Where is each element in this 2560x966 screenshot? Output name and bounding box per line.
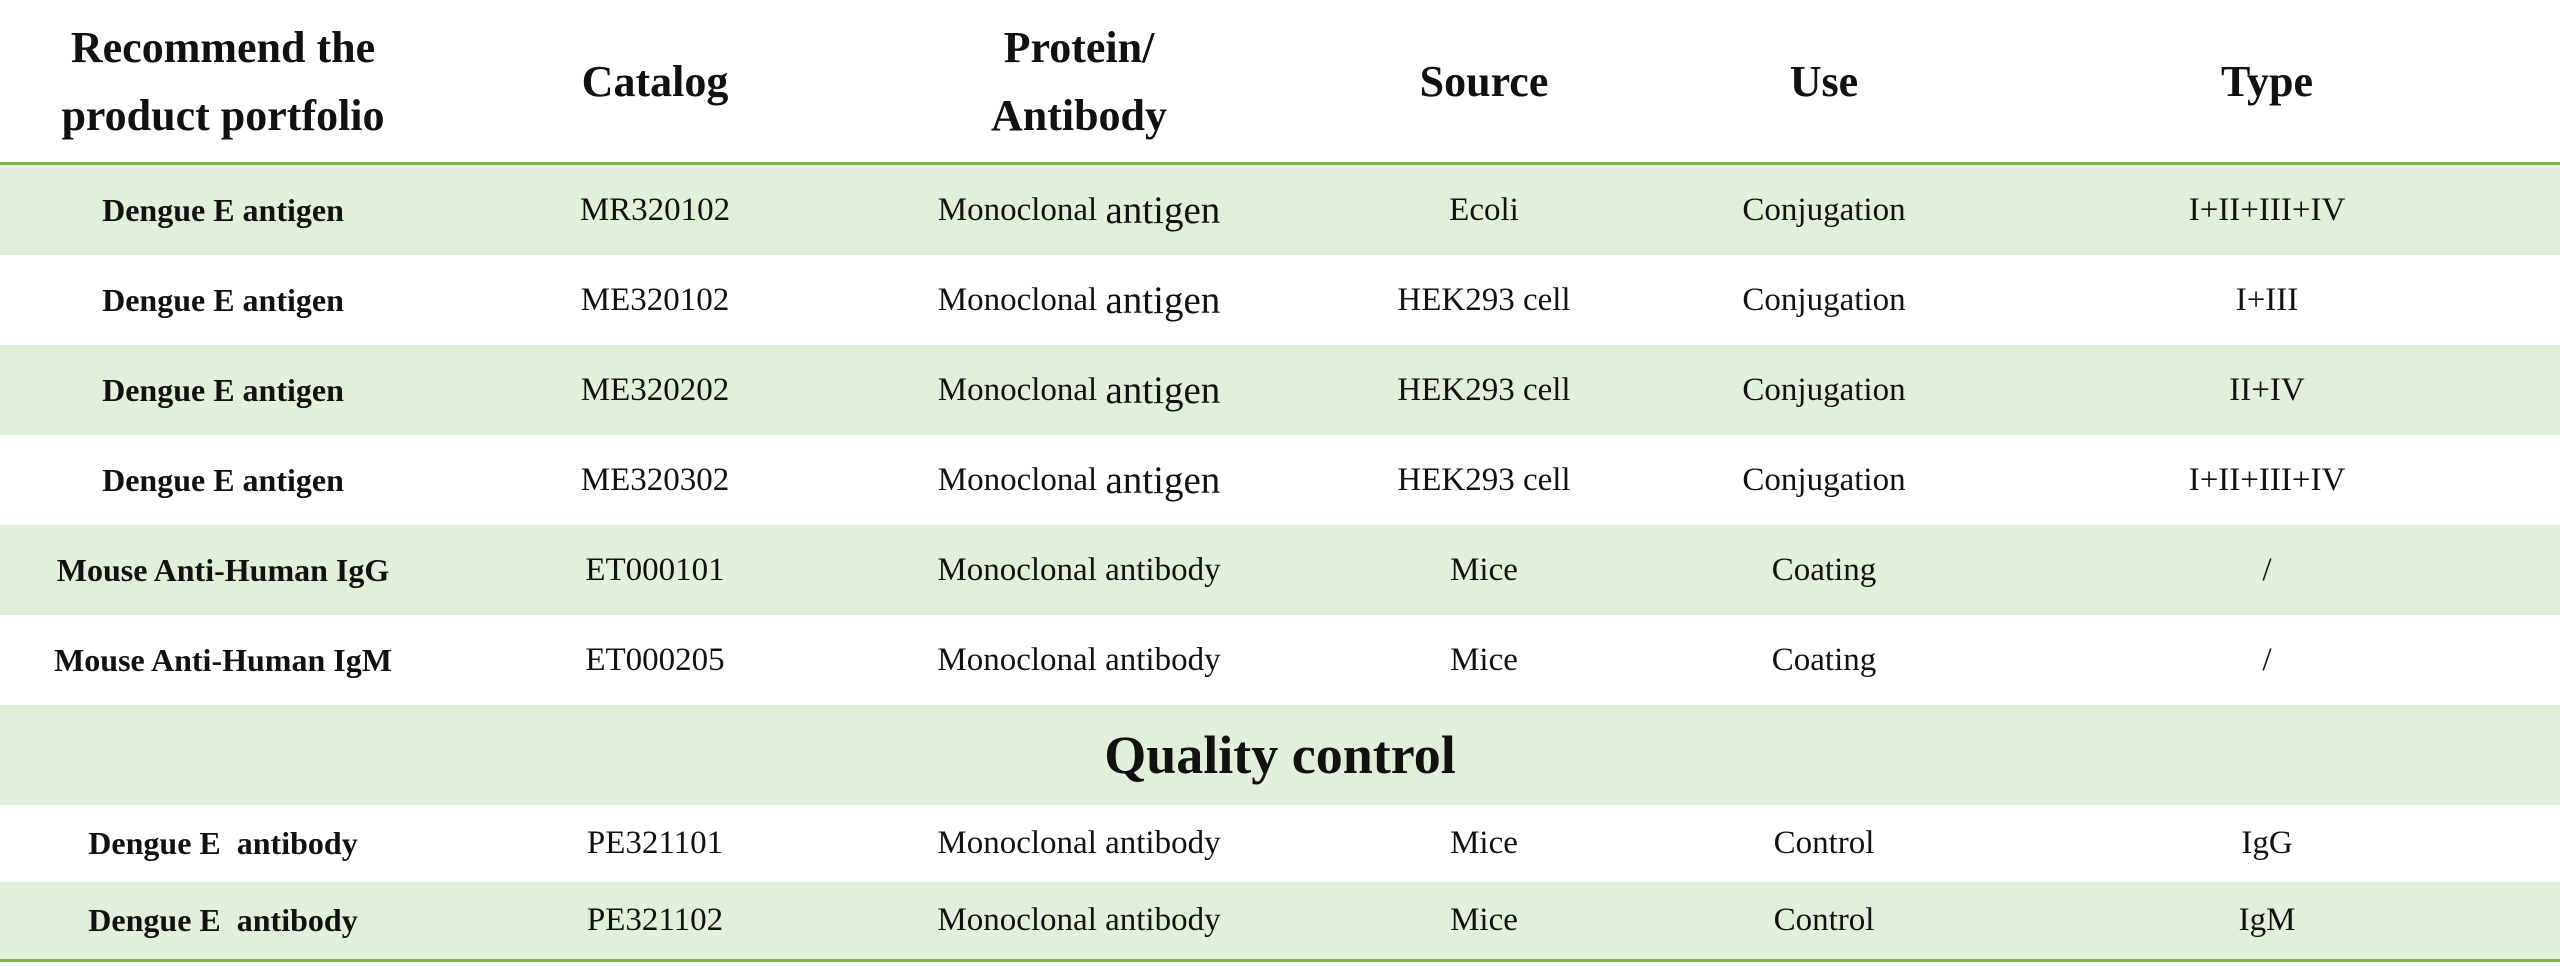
- protein-cell: Monoclonal antigen: [864, 345, 1294, 435]
- use-cell: Conjugation: [1742, 281, 1906, 318]
- product-cell: Mouse Anti-Human IgG: [56, 551, 390, 588]
- protein-text: antigen: [1105, 278, 1221, 322]
- type-cell: I+II+III+IV: [2188, 461, 2346, 498]
- table-row: Dengue E antigen ME320302 Monoclonal ant…: [0, 435, 2560, 525]
- catalog-cell: MR320102: [579, 191, 731, 228]
- use-cell: Coating: [1771, 551, 1877, 588]
- protein-text: Monoclonal: [937, 371, 1098, 408]
- header-protein-antibody: Protein/ Antibody: [864, 0, 1294, 163]
- source-cell: Mice: [1450, 641, 1518, 678]
- source-cell: HEK293 cell: [1397, 461, 1571, 498]
- header-line: product portfolio: [61, 90, 385, 140]
- header-rule: [0, 162, 2560, 165]
- protein-text: antigen: [1105, 188, 1221, 232]
- protein-text: antigen: [1105, 458, 1221, 502]
- type-cell: II+IV: [2229, 371, 2305, 408]
- use-cell: Control: [1773, 825, 1875, 861]
- header-line: Recommend the: [70, 22, 376, 72]
- protein-text: antigen: [1105, 368, 1221, 412]
- product-cell: Dengue E antigen: [102, 281, 344, 318]
- use-cell: Conjugation: [1742, 191, 1906, 228]
- header-source: Source: [1419, 56, 1549, 106]
- protein-cell: Monoclonal antigen: [864, 435, 1294, 525]
- protein-cell: Monoclonal antigen: [864, 255, 1294, 345]
- source-cell: HEK293 cell: [1397, 281, 1571, 318]
- header-catalog: Catalog: [581, 56, 729, 106]
- catalog-cell: ME320102: [580, 281, 730, 318]
- table-row: Dengue E antigen ME320202 Monoclonal ant…: [0, 345, 2560, 435]
- use-cell: Conjugation: [1742, 461, 1906, 498]
- table-row: Dengue E antibody PE321102 Monoclonal an…: [0, 882, 2560, 959]
- use-cell: Control: [1773, 902, 1875, 938]
- header-line: Antibody: [990, 90, 1168, 140]
- header-line: Protein/: [1003, 22, 1155, 72]
- protein-text: Monoclonal: [937, 461, 1098, 498]
- header-use: Use: [1789, 56, 1859, 106]
- product-cell: Dengue E antigen: [102, 371, 344, 408]
- table-row: Dengue E antigen ME320102 Monoclonal ant…: [0, 255, 2560, 345]
- protein-cell: Monoclonal antibody: [937, 902, 1221, 938]
- catalog-cell: ET000205: [585, 641, 725, 678]
- table-header: Recommend the product portfolio Catalog …: [0, 0, 2560, 163]
- type-cell: I+III: [2235, 281, 2299, 318]
- table-row: Mouse Anti-Human IgG ET000101 Monoclonal…: [0, 525, 2560, 615]
- source-cell: Mice: [1450, 902, 1518, 938]
- source-cell: Ecoli: [1449, 191, 1519, 228]
- product-cell: Dengue E antibody: [88, 902, 358, 938]
- table-row: Mouse Anti-Human IgM ET000205 Monoclonal…: [0, 615, 2560, 705]
- section-header-row: Quality control: [0, 705, 2560, 805]
- use-cell: Conjugation: [1742, 371, 1906, 408]
- use-cell: Coating: [1771, 641, 1877, 678]
- catalog-cell: ME320302: [580, 461, 730, 498]
- product-cell: Dengue E antigen: [102, 191, 344, 228]
- header-type: Type: [2220, 56, 2314, 106]
- product-cell: Dengue E antibody: [88, 825, 358, 861]
- protein-cell: Monoclonal antibody: [937, 551, 1221, 588]
- protein-cell: Monoclonal antibody: [937, 825, 1221, 861]
- catalog-cell: PE321101: [586, 825, 724, 861]
- protein-cell: Monoclonal antigen: [864, 165, 1294, 255]
- table-row: Dengue E antibody PE321101 Monoclonal an…: [0, 805, 2560, 882]
- type-cell: /: [2262, 641, 2272, 678]
- header-product-portfolio: Recommend the product portfolio: [0, 0, 446, 163]
- type-cell: /: [2262, 551, 2272, 588]
- protein-cell: Monoclonal antibody: [937, 641, 1221, 678]
- source-cell: Mice: [1450, 551, 1518, 588]
- source-cell: HEK293 cell: [1397, 371, 1571, 408]
- product-cell: Mouse Anti-Human IgM: [54, 641, 392, 678]
- catalog-cell: PE321102: [586, 902, 724, 938]
- type-cell: IgG: [2241, 825, 2293, 861]
- protein-text: Monoclonal: [937, 191, 1098, 228]
- source-cell: Mice: [1450, 825, 1518, 861]
- type-cell: I+II+III+IV: [2188, 191, 2346, 228]
- bottom-rule: [0, 959, 2560, 962]
- catalog-cell: ET000101: [585, 551, 725, 588]
- type-cell: IgM: [2238, 902, 2296, 938]
- protein-text: Monoclonal: [937, 281, 1098, 318]
- section-title: Quality control: [1104, 725, 1456, 785]
- product-cell: Dengue E antigen: [102, 461, 344, 498]
- catalog-cell: ME320202: [580, 371, 730, 408]
- table-row: Dengue E antigen MR320102 Monoclonal ant…: [0, 165, 2560, 255]
